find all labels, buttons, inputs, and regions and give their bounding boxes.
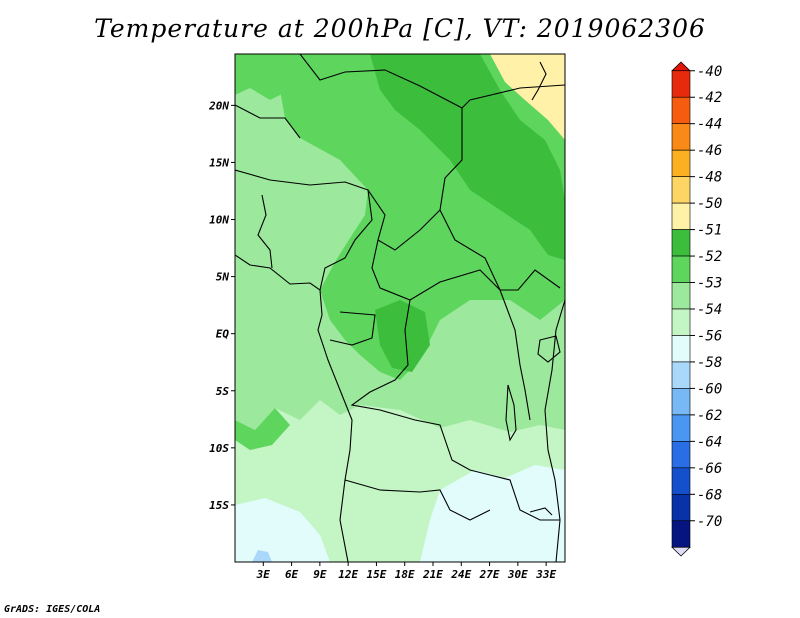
colorbar-swatch xyxy=(671,467,691,495)
longitude-axis: 3E 6E 9E 12E 15E 18E 21E 24E 27E 30E 33E xyxy=(256,562,556,581)
colorbar-swatch xyxy=(671,414,691,442)
lat-tick-label: 10S xyxy=(209,442,229,455)
border-2 xyxy=(235,169,373,291)
lon-tick-label: 15E xyxy=(366,568,386,581)
lon-tick-label: 6E xyxy=(285,568,299,581)
border-9 xyxy=(329,311,376,346)
lat-tick-label: EQ xyxy=(216,328,230,341)
colorbar-label: -40 xyxy=(697,64,722,80)
credit-text: GrADS: IGES/COLA xyxy=(4,604,101,615)
colorbar-swatch xyxy=(671,149,691,177)
colorbar-label: -56 xyxy=(697,328,722,344)
colorbar-label: -48 xyxy=(697,170,722,186)
colorbar-label: -42 xyxy=(697,90,722,106)
lon-tick-label: 30E xyxy=(507,568,528,581)
colorbar-swatch xyxy=(671,202,691,230)
colorbar-label: -64 xyxy=(697,434,722,450)
field-band-51 xyxy=(370,54,565,260)
field-band-52-west xyxy=(235,54,300,100)
border-8 xyxy=(235,104,301,139)
lat-tick-label: 5N xyxy=(216,271,230,284)
colorbar-swatch xyxy=(671,361,691,389)
colorbar-label: -70 xyxy=(697,514,722,530)
colorbar-label: -44 xyxy=(697,117,722,133)
river-1 xyxy=(531,61,547,101)
lat-tick-label: 5S xyxy=(216,385,230,398)
border-3 xyxy=(367,189,501,301)
colorbar-swatch xyxy=(671,70,691,98)
colorbar-label: -68 xyxy=(697,487,722,503)
lon-tick-label: 33E xyxy=(535,568,556,581)
colorbar-swatch xyxy=(671,282,691,310)
chart-title: Temperature at 200hPa [C], VT: 201906230… xyxy=(94,14,706,43)
colorbar-swatch xyxy=(671,255,691,283)
colorbar-top-extension xyxy=(671,61,691,72)
border-4 xyxy=(377,209,441,251)
colorbar-swatch xyxy=(671,520,691,548)
lon-tick-label: 27E xyxy=(479,568,500,581)
coastline-west xyxy=(235,254,353,562)
colorbar-label: -58 xyxy=(697,355,722,371)
border-6 xyxy=(489,474,560,521)
lat-tick-label: 15S xyxy=(209,499,229,512)
colorbar-label: -60 xyxy=(697,381,722,397)
border-7 xyxy=(344,479,491,521)
colorbar-label: -66 xyxy=(697,461,722,477)
field-band-54-south xyxy=(420,465,565,562)
border-13 xyxy=(529,507,553,516)
lake-2 xyxy=(505,384,517,442)
colorbar-bottom-extension xyxy=(671,546,691,557)
colorbar-swatch xyxy=(671,441,691,469)
colorbar: -40 -42 -44 -46 -48 -50 -51 -52 -53 -54 -56 -58 -60 -… xyxy=(671,61,722,557)
colorbar-label: -51 xyxy=(697,223,722,239)
colorbar-swatch xyxy=(671,308,691,336)
colorbar-label: -52 xyxy=(697,249,722,265)
lon-tick-label: 12E xyxy=(338,568,358,581)
lat-tick-label: 15N xyxy=(209,156,229,169)
colorbar-label: -53 xyxy=(697,276,722,292)
country-borders xyxy=(235,54,565,562)
temperature-field xyxy=(235,54,565,562)
lon-tick-label: 18E xyxy=(395,568,415,581)
lon-tick-label: 24E xyxy=(450,568,471,581)
border-11 xyxy=(499,289,531,421)
colorbar-label: -50 xyxy=(697,196,722,212)
colorbar-swatch xyxy=(671,123,691,151)
lat-tick-label: 20N xyxy=(208,99,229,112)
colorbar-swatch xyxy=(671,335,691,363)
lake-1 xyxy=(537,335,561,363)
lon-tick-label: 3E xyxy=(256,568,271,581)
field-band-51-center xyxy=(375,300,430,372)
lon-tick-label: 21E xyxy=(422,568,443,581)
colorbar-label: -62 xyxy=(697,408,722,424)
field-band-52-patch xyxy=(235,408,290,450)
border-5 xyxy=(350,299,491,476)
colorbar-swatch xyxy=(671,229,691,257)
field-band-56 xyxy=(252,550,272,562)
lon-tick-label: 9E xyxy=(313,568,327,581)
field-band-54-sw xyxy=(235,498,330,562)
colorbar-swatch xyxy=(671,388,691,416)
map-frame xyxy=(234,53,566,563)
colorbar-swatch xyxy=(671,493,691,522)
border-1 xyxy=(299,54,561,291)
colorbar-swatch xyxy=(671,176,691,204)
border-10 xyxy=(461,84,565,109)
colorbar-swatch xyxy=(671,96,691,125)
border-12 xyxy=(257,194,273,269)
colorbar-label: -46 xyxy=(697,143,722,159)
field-band-50 xyxy=(490,54,565,140)
latitude-axis: 20N 15N 10N 5N EQ 5S 10S 15S xyxy=(208,99,235,512)
colorbar-label: -54 xyxy=(697,302,722,318)
lat-tick-label: 10N xyxy=(209,214,229,227)
